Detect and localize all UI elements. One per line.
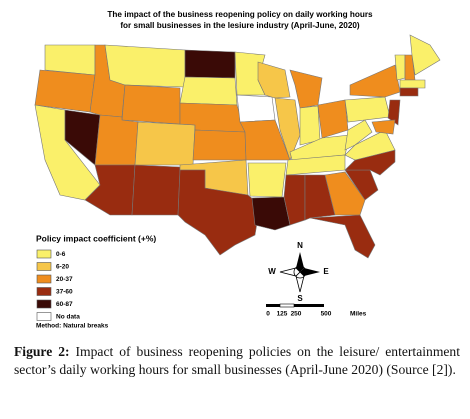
legend-swatch <box>36 274 52 284</box>
scale-bar <box>266 303 324 308</box>
scale-label: 250 <box>291 311 302 318</box>
caption: Figure 2: Impact of business reopening p… <box>14 343 460 379</box>
legend-label: 6-20 <box>56 264 69 271</box>
map-title: for small businesses in the lesiure indu… <box>120 21 360 30</box>
legend-label: No data <box>56 314 80 321</box>
scale-unit: Miles <box>350 311 367 318</box>
caption-text: Impact of business reopening policies on… <box>14 344 460 377</box>
legend-swatch <box>36 312 52 321</box>
compass-w: W <box>268 267 276 276</box>
legend-label: 37-60 <box>56 289 73 296</box>
compass-s: S <box>297 294 303 303</box>
scale-label: 0 <box>266 311 270 318</box>
us-map <box>34 34 441 259</box>
legend-swatch <box>36 287 52 296</box>
legend-label: 60-87 <box>56 301 73 308</box>
legend-title: Policy impact coefficient (+%) <box>36 233 156 243</box>
scale-labels: 0 125 250 500 <box>266 311 332 318</box>
method-note: Method: Natural breaks <box>36 323 109 330</box>
legend: 0-6 6-20 20-37 37-60 60-87 No data <box>36 249 80 321</box>
legend-label: 0-6 <box>56 251 66 258</box>
compass-e: E <box>323 267 329 276</box>
legend-swatch <box>36 299 52 309</box>
map-figure: The impact of the business reopening pol… <box>34 10 441 330</box>
caption-label: Figure 2: <box>14 344 70 359</box>
legend-label: 20-37 <box>56 276 73 283</box>
scale-label: 500 <box>321 311 332 318</box>
compass: N W E S <box>268 241 329 303</box>
legend-swatch <box>36 262 52 271</box>
compass-n: N <box>297 241 303 250</box>
map-title: The impact of the business reopening pol… <box>107 10 373 19</box>
scale-label: 125 <box>277 311 288 318</box>
legend-swatch <box>36 249 52 259</box>
